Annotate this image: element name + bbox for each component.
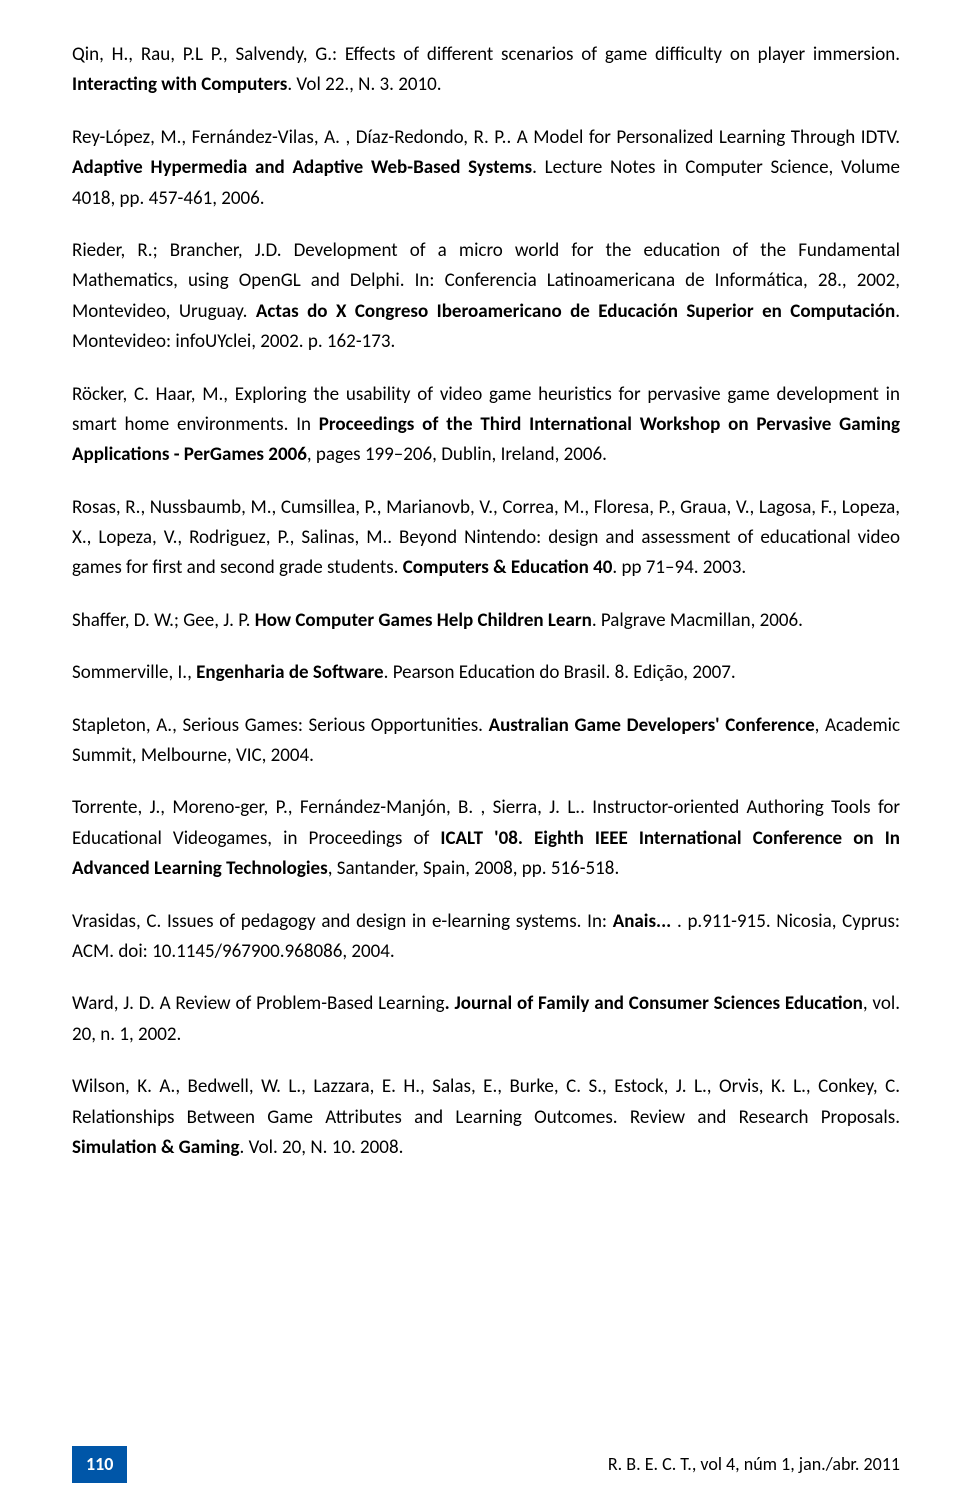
reference-text: Ward, J. D. A Review of Problem-Based Le… bbox=[72, 992, 445, 1015]
reference-entry: Rosas, R., Nussbaumb, M., Cumsillea, P.,… bbox=[72, 493, 900, 584]
reference-entry: Sommerville, I., Engenharia de Software.… bbox=[72, 658, 900, 688]
reference-entry: Torrente, J., Moreno-ger, P., Fernández-… bbox=[72, 793, 900, 884]
page-number-badge: 110 bbox=[72, 1446, 127, 1483]
reference-title: Actas do X Congreso Iberoamericano de Ed… bbox=[256, 300, 895, 323]
reference-text: Shaffer, D. W.; Gee, J. P. bbox=[72, 609, 255, 632]
reference-text: Sommerville, I., bbox=[72, 661, 196, 684]
reference-entry: Qin, H., Rau, P.L P., Salvendy, G.: Effe… bbox=[72, 40, 900, 101]
reference-entry: Ward, J. D. A Review of Problem-Based Le… bbox=[72, 989, 900, 1050]
reference-title: Australian Game Developers' Conference bbox=[489, 714, 815, 737]
reference-text: . pp 71–94. 2003. bbox=[612, 556, 746, 579]
reference-text: . Pearson Education do Brasil. 8. Edição… bbox=[384, 661, 736, 684]
reference-text: , Santander, Spain, 2008, pp. 516-518. bbox=[328, 857, 620, 880]
reference-title: Adaptive Hypermedia and Adaptive Web-Bas… bbox=[72, 156, 532, 179]
reference-text: , pages 199–206, Dublin, Ireland, 2006. bbox=[307, 443, 607, 466]
reference-text: . Vol. 20, N. 10. 2008. bbox=[240, 1136, 404, 1159]
references-list: Qin, H., Rau, P.L P., Salvendy, G.: Effe… bbox=[72, 40, 900, 1163]
page-footer: 110 R. B. E. C. T., vol 4, núm 1, jan./a… bbox=[0, 1446, 960, 1483]
reference-entry: Rey-López, M., Fernández-Vilas, A. , Día… bbox=[72, 123, 900, 214]
reference-text: Vrasidas, C. Issues of pedagogy and desi… bbox=[72, 910, 613, 933]
reference-title: How Computer Games Help Children Learn bbox=[255, 609, 592, 632]
reference-title: Computers & Education 40 bbox=[403, 556, 613, 579]
reference-text: Rey-López, M., Fernández-Vilas, A. , Día… bbox=[72, 126, 900, 149]
reference-title: Interacting with Computers bbox=[72, 73, 287, 96]
reference-text: Wilson, K. A., Bedwell, W. L., Lazzara, … bbox=[72, 1075, 900, 1128]
reference-entry: Rieder, R.; Brancher, J.D. Development o… bbox=[72, 236, 900, 358]
reference-entry: Shaffer, D. W.; Gee, J. P. How Computer … bbox=[72, 606, 900, 636]
reference-entry: Stapleton, A., Serious Games: Serious Op… bbox=[72, 711, 900, 772]
reference-title: . Journal of Family and Consumer Science… bbox=[445, 992, 863, 1015]
reference-title: Anais... bbox=[613, 910, 672, 933]
reference-entry: Wilson, K. A., Bedwell, W. L., Lazzara, … bbox=[72, 1072, 900, 1163]
reference-text: . Vol 22., N. 3. 2010. bbox=[287, 73, 441, 96]
reference-entry: Vrasidas, C. Issues of pedagogy and desi… bbox=[72, 907, 900, 968]
reference-entry: Röcker, C. Haar, M., Exploring the usabi… bbox=[72, 380, 900, 471]
reference-text: Stapleton, A., Serious Games: Serious Op… bbox=[72, 714, 489, 737]
reference-text: Qin, H., Rau, P.L P., Salvendy, G.: Effe… bbox=[72, 43, 900, 66]
reference-text: . Palgrave Macmillan, 2006. bbox=[592, 609, 803, 632]
reference-title: Engenharia de Software bbox=[196, 661, 383, 684]
footer-citation: R. B. E. C. T., vol 4, núm 1, jan./abr. … bbox=[608, 1446, 900, 1479]
reference-title: Simulation & Gaming bbox=[72, 1136, 240, 1159]
